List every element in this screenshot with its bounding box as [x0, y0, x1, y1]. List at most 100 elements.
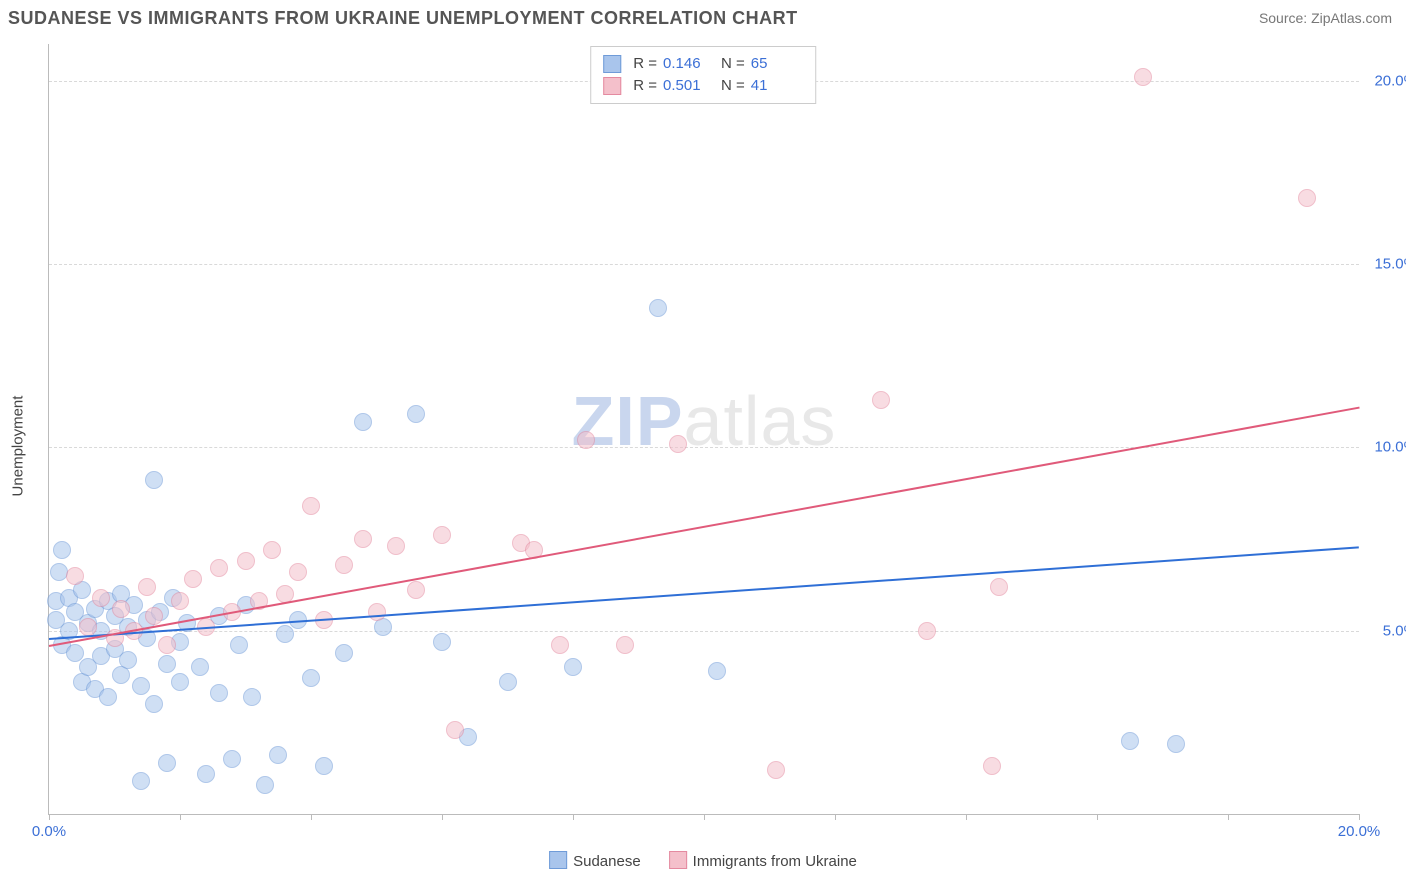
x-tick-label: 20.0% — [1338, 823, 1381, 840]
data-point-series-0 — [145, 471, 163, 489]
x-tick-mark — [49, 814, 50, 820]
x-tick-mark — [704, 814, 705, 820]
data-point-series-0 — [354, 413, 372, 431]
data-point-series-0 — [1121, 732, 1139, 750]
y-tick-label: 10.0% — [1374, 439, 1406, 456]
stats-legend: R = 0.146 N = 65 R = 0.501 N = 41 — [590, 46, 816, 104]
data-point-series-1 — [138, 578, 156, 596]
data-point-series-0 — [407, 405, 425, 423]
data-point-series-0 — [158, 655, 176, 673]
data-point-series-1 — [171, 592, 189, 610]
data-point-series-0 — [499, 673, 517, 691]
x-tick-mark — [966, 814, 967, 820]
data-point-series-0 — [564, 658, 582, 676]
stats-swatch-2 — [603, 77, 621, 95]
data-point-series-0 — [132, 677, 150, 695]
y-tick-label: 5.0% — [1383, 622, 1406, 639]
data-point-series-0 — [335, 644, 353, 662]
data-point-series-0 — [433, 633, 451, 651]
data-point-series-0 — [171, 673, 189, 691]
data-point-series-1 — [158, 636, 176, 654]
trend-line-series-1 — [49, 407, 1359, 647]
stats-swatch-1 — [603, 55, 621, 73]
data-point-series-1 — [990, 578, 1008, 596]
watermark: ZIPatlas — [572, 381, 837, 461]
data-point-series-1 — [767, 761, 785, 779]
legend-swatch-1 — [549, 851, 567, 869]
data-point-series-0 — [302, 669, 320, 687]
data-point-series-0 — [99, 688, 117, 706]
data-point-series-1 — [354, 530, 372, 548]
data-point-series-0 — [223, 750, 241, 768]
data-point-series-1 — [79, 618, 97, 636]
gridline — [49, 447, 1359, 448]
data-point-series-1 — [407, 581, 425, 599]
series-legend: Sudanese Immigrants from Ukraine — [549, 851, 857, 870]
data-point-series-1 — [66, 567, 84, 585]
data-point-series-1 — [92, 589, 110, 607]
x-tick-mark — [1359, 814, 1360, 820]
y-tick-label: 20.0% — [1374, 72, 1406, 89]
gridline — [49, 264, 1359, 265]
data-point-series-0 — [158, 754, 176, 772]
data-point-series-0 — [50, 563, 68, 581]
legend-swatch-2 — [669, 851, 687, 869]
data-point-series-0 — [197, 765, 215, 783]
data-point-series-0 — [210, 684, 228, 702]
stats-row-2: R = 0.501 N = 41 — [603, 75, 803, 97]
x-tick-mark — [442, 814, 443, 820]
data-point-series-1 — [145, 607, 163, 625]
data-point-series-0 — [269, 746, 287, 764]
data-point-series-1 — [368, 603, 386, 621]
data-point-series-0 — [119, 651, 137, 669]
gridline — [49, 631, 1359, 632]
data-point-series-1 — [184, 570, 202, 588]
data-point-series-1 — [335, 556, 353, 574]
data-point-series-0 — [66, 644, 84, 662]
chart-title: SUDANESE VS IMMIGRANTS FROM UKRAINE UNEM… — [8, 8, 798, 29]
scatter-plot: ZIPatlas 5.0%10.0%15.0%20.0%0.0%20.0% — [48, 44, 1359, 815]
data-point-series-1 — [918, 622, 936, 640]
x-tick-mark — [180, 814, 181, 820]
x-tick-mark — [311, 814, 312, 820]
data-point-series-0 — [276, 625, 294, 643]
data-point-series-0 — [708, 662, 726, 680]
data-point-series-1 — [983, 757, 1001, 775]
data-point-series-0 — [315, 757, 333, 775]
y-tick-label: 15.0% — [1374, 256, 1406, 273]
data-point-series-1 — [387, 537, 405, 555]
data-point-series-1 — [237, 552, 255, 570]
x-tick-mark — [835, 814, 836, 820]
data-point-series-0 — [1167, 735, 1185, 753]
source-label: Source: ZipAtlas.com — [1259, 10, 1392, 26]
y-axis-label: Unemployment — [10, 396, 27, 497]
data-point-series-1 — [112, 600, 130, 618]
legend-item-2: Immigrants from Ukraine — [669, 851, 857, 870]
data-point-series-1 — [616, 636, 634, 654]
data-point-series-1 — [263, 541, 281, 559]
data-point-series-0 — [256, 776, 274, 794]
data-point-series-1 — [1134, 68, 1152, 86]
x-tick-mark — [1228, 814, 1229, 820]
x-tick-mark — [573, 814, 574, 820]
data-point-series-1 — [669, 435, 687, 453]
data-point-series-0 — [145, 695, 163, 713]
data-point-series-0 — [191, 658, 209, 676]
x-tick-mark — [1097, 814, 1098, 820]
x-tick-label: 0.0% — [32, 823, 66, 840]
data-point-series-1 — [433, 526, 451, 544]
data-point-series-1 — [1298, 189, 1316, 207]
data-point-series-0 — [649, 299, 667, 317]
data-point-series-0 — [243, 688, 261, 706]
data-point-series-0 — [132, 772, 150, 790]
legend-item-1: Sudanese — [549, 851, 641, 870]
stats-row-1: R = 0.146 N = 65 — [603, 53, 803, 75]
data-point-series-1 — [302, 497, 320, 515]
data-point-series-1 — [289, 563, 307, 581]
data-point-series-1 — [872, 391, 890, 409]
data-point-series-0 — [53, 541, 71, 559]
data-point-series-1 — [210, 559, 228, 577]
source-name: ZipAtlas.com — [1311, 10, 1392, 26]
data-point-series-0 — [230, 636, 248, 654]
data-point-series-1 — [446, 721, 464, 739]
